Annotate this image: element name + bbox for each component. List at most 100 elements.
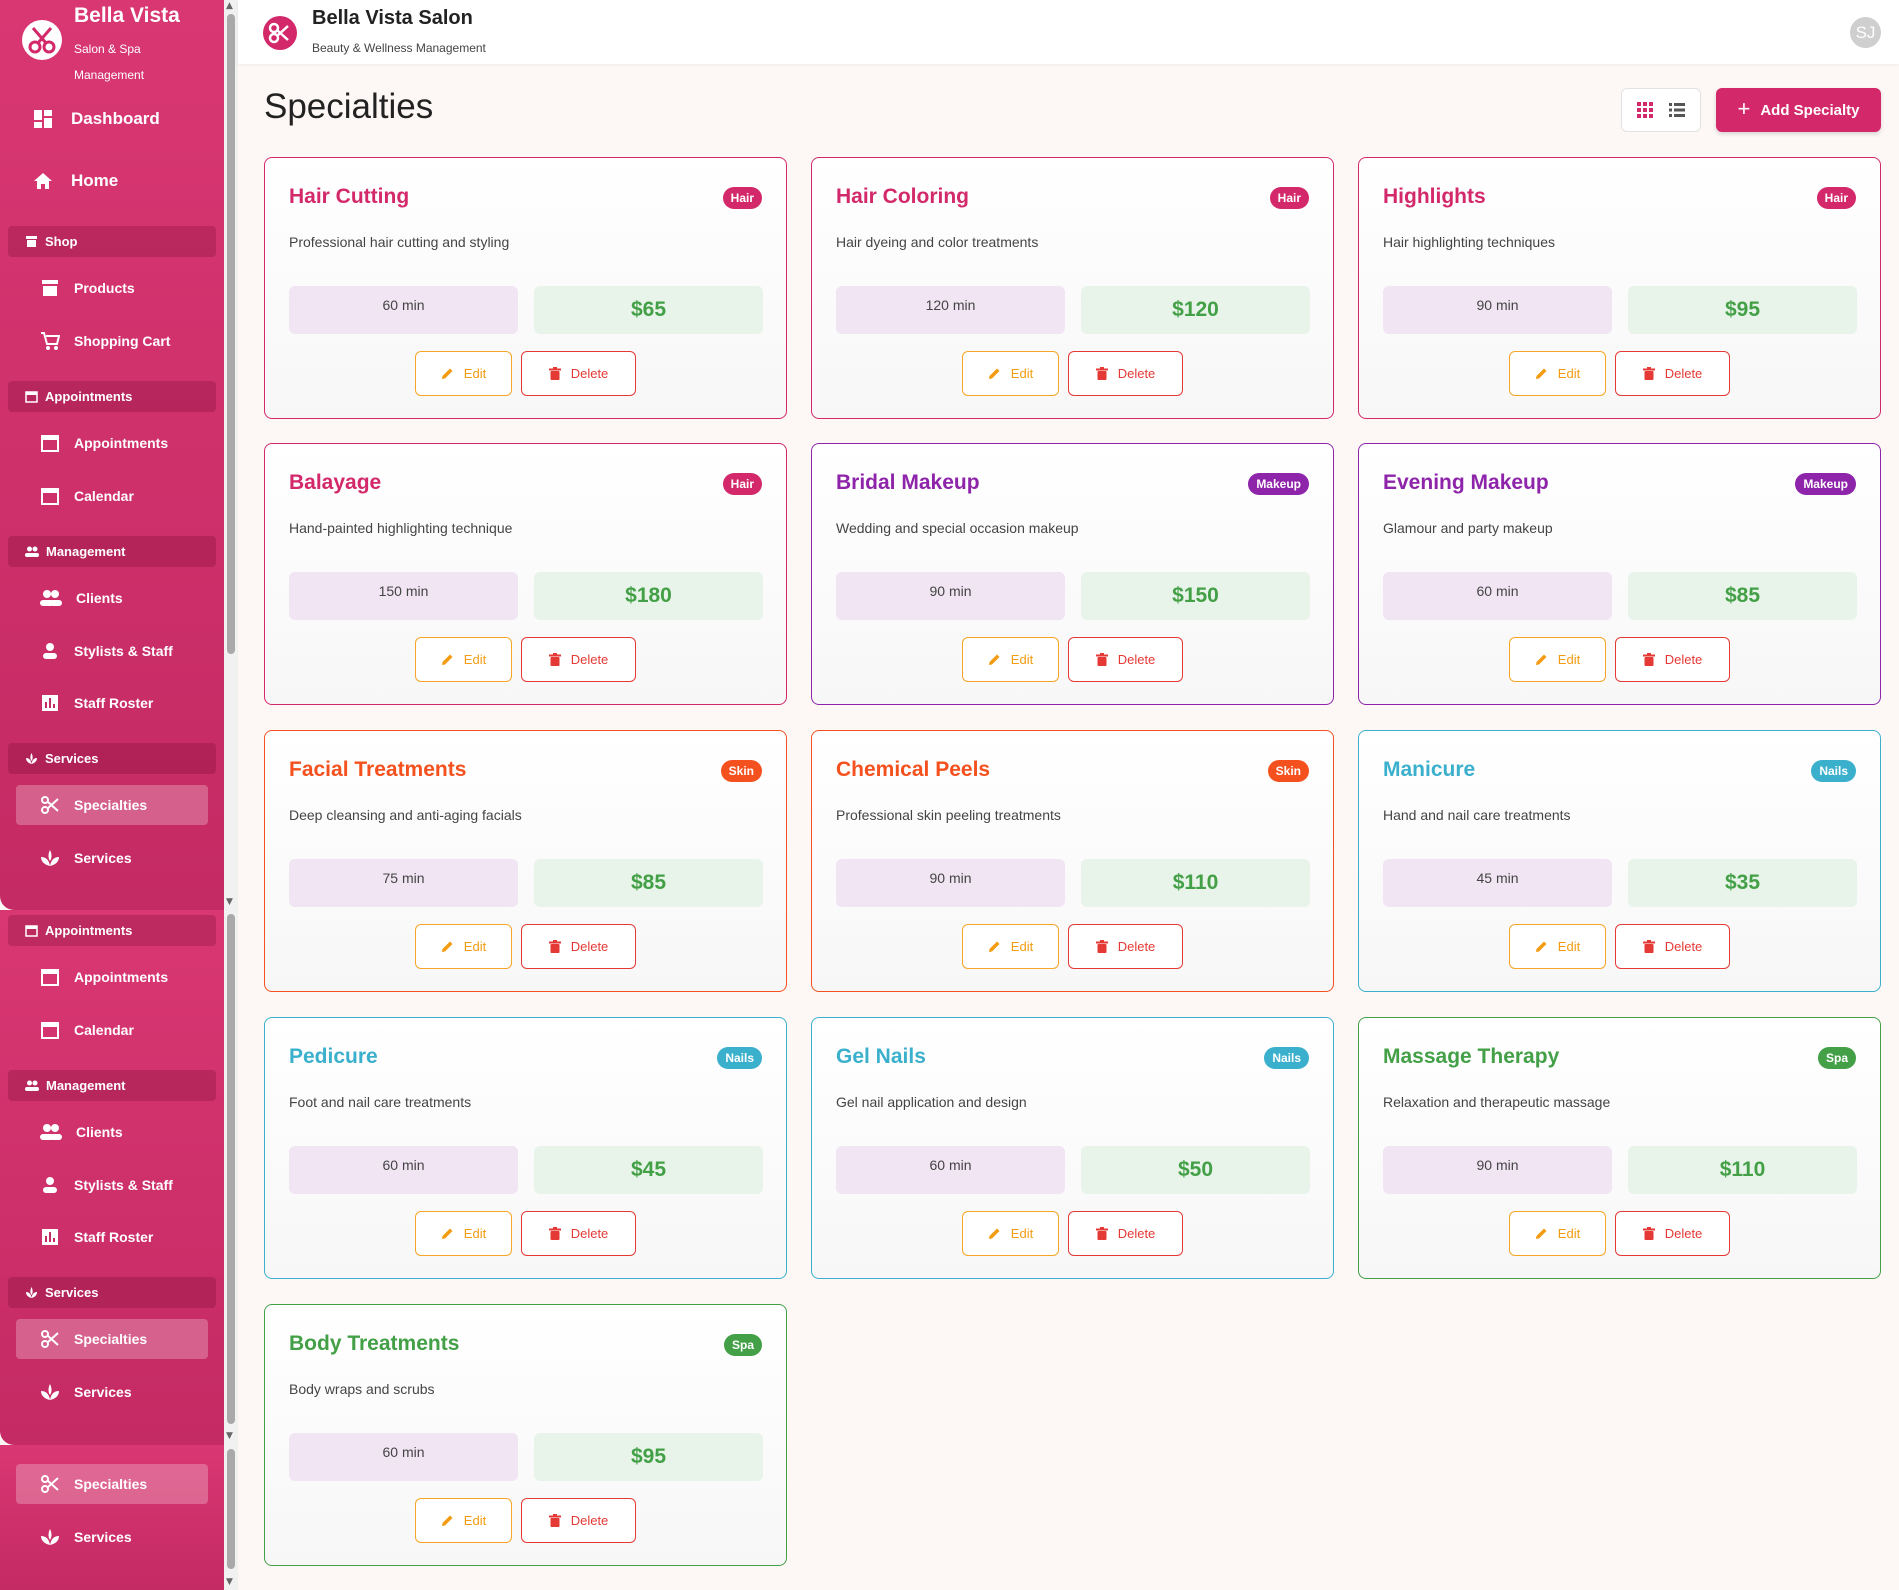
delete-button[interactable]: Delete	[1615, 1211, 1730, 1256]
category-badge: Spa	[723, 1334, 762, 1356]
nav-home[interactable]: Home	[0, 158, 224, 204]
nav-staff-roster[interactable]: Staff Roster	[16, 683, 208, 723]
nav-services[interactable]: Services	[16, 838, 208, 878]
nav-staff-roster[interactable]: Staff Roster	[16, 1217, 208, 1257]
nav-specialties[interactable]: Specialties	[16, 785, 208, 825]
delete-button[interactable]: Delete	[521, 924, 636, 969]
delete-button[interactable]: Delete	[1068, 924, 1183, 969]
trash-icon	[548, 367, 561, 380]
trash-icon	[1095, 653, 1108, 666]
scrollbar-thumb[interactable]	[227, 914, 235, 1424]
scissors-icon	[41, 1330, 59, 1348]
edit-button[interactable]: Edit	[1509, 924, 1606, 969]
edit-button[interactable]: Edit	[1509, 637, 1606, 682]
duration-value: 90 min	[836, 859, 1065, 907]
edit-button[interactable]: Edit	[962, 351, 1059, 396]
scroll-down-icon[interactable]: ▼	[226, 1577, 233, 1587]
store-icon	[26, 236, 37, 247]
pencil-icon	[1535, 941, 1547, 952]
edit-button[interactable]: Edit	[1509, 1211, 1606, 1256]
add-specialty-button[interactable]: + Add Specialty	[1716, 88, 1881, 132]
nav-clients[interactable]: Clients	[16, 578, 208, 618]
nav-home-label: Home	[71, 171, 119, 190]
delete-button[interactable]: Delete	[1068, 351, 1183, 396]
edit-button[interactable]: Edit	[962, 637, 1059, 682]
scroll-down-icon[interactable]: ▼	[226, 1431, 233, 1441]
nav-specialties[interactable]: Specialties	[16, 1464, 208, 1504]
sidebar-scrollbar-repeat[interactable]: ▼	[224, 910, 238, 1445]
pencil-icon	[988, 1228, 1000, 1239]
specialty-name: Bridal Makeup	[836, 471, 980, 494]
spa-icon	[41, 850, 59, 866]
category-badge: Hair	[722, 187, 762, 209]
calendar-icon	[25, 925, 38, 937]
scroll-up-icon[interactable]: ▲	[226, 1, 233, 11]
pencil-icon	[1535, 654, 1547, 665]
nav-stylists-staff[interactable]: Stylists & Staff	[16, 1165, 208, 1205]
delete-button[interactable]: Delete	[1615, 637, 1730, 682]
specialty-card: Hair Cutting Hair Professional hair cutt…	[264, 157, 787, 419]
nav-appointments-label: Appointments	[74, 969, 169, 985]
nav-calendar[interactable]: Calendar	[16, 1010, 208, 1050]
delete-button[interactable]: Delete	[521, 1211, 636, 1256]
sidebar-scrollbar-repeat-2[interactable]: ▼	[224, 1445, 238, 1590]
pencil-icon	[441, 654, 453, 665]
edit-button[interactable]: Edit	[962, 924, 1059, 969]
delete-button[interactable]: Delete	[1068, 637, 1183, 682]
duration-value: 90 min	[836, 572, 1065, 620]
specialty-description: Gel nail application and design	[836, 1094, 1027, 1110]
home-icon	[34, 173, 52, 189]
edit-button[interactable]: Edit	[415, 351, 512, 396]
delete-button[interactable]: Delete	[1615, 351, 1730, 396]
scroll-down-icon[interactable]: ▼	[226, 897, 233, 907]
delete-button[interactable]: Delete	[1615, 924, 1730, 969]
nav-services[interactable]: Services	[16, 1517, 208, 1557]
category-badge: Spa	[1817, 1047, 1856, 1069]
store-icon	[42, 280, 58, 296]
delete-button[interactable]: Delete	[521, 1498, 636, 1543]
avatar[interactable]: SJ	[1850, 17, 1881, 48]
nav-dashboard[interactable]: Dashboard	[0, 96, 224, 142]
header-title: Bella Vista Salon	[312, 7, 473, 29]
pencil-icon	[441, 368, 453, 379]
nav-products[interactable]: Products	[16, 268, 208, 308]
grid-view-icon[interactable]	[1636, 101, 1654, 119]
edit-button[interactable]: Edit	[1509, 351, 1606, 396]
specialty-description: Hand-painted highlighting technique	[289, 520, 513, 536]
nav-stylists-staff-label: Stylists & Staff	[74, 1177, 173, 1193]
edit-button[interactable]: Edit	[415, 637, 512, 682]
price-value: $95	[534, 1433, 763, 1481]
delete-label: Delete	[1117, 366, 1156, 381]
nav-stylists-staff[interactable]: Stylists & Staff	[16, 631, 208, 671]
delete-button[interactable]: Delete	[521, 351, 636, 396]
price-value: $85	[534, 859, 763, 907]
trash-icon	[548, 1227, 561, 1240]
nav-clients[interactable]: Clients	[16, 1112, 208, 1152]
price-value: $120	[1081, 286, 1310, 334]
nav-products-label: Products	[74, 280, 135, 296]
edit-button[interactable]: Edit	[962, 1211, 1059, 1256]
list-view-icon[interactable]	[1668, 101, 1686, 119]
edit-button[interactable]: Edit	[415, 1498, 512, 1543]
nav-appointments[interactable]: Appointments	[16, 423, 208, 463]
specialty-name: Facial Treatments	[289, 758, 467, 781]
duration-value: 60 min	[1383, 572, 1612, 620]
edit-button[interactable]: Edit	[415, 1211, 512, 1256]
people-icon	[25, 1080, 39, 1091]
scrollbar-thumb[interactable]	[227, 14, 235, 654]
pencil-icon	[988, 941, 1000, 952]
nav-specialties[interactable]: Specialties	[16, 1319, 208, 1359]
sidebar-scrollbar[interactable]: ▲ ▼	[224, 0, 238, 910]
delete-button[interactable]: Delete	[521, 637, 636, 682]
edit-button[interactable]: Edit	[415, 924, 512, 969]
specialty-name: Body Treatments	[289, 1332, 460, 1355]
nav-appointments[interactable]: Appointments	[16, 957, 208, 997]
spa-icon	[41, 1384, 59, 1400]
specialty-name: Highlights	[1383, 185, 1486, 208]
nav-services[interactable]: Services	[16, 1372, 208, 1412]
scrollbar-thumb[interactable]	[227, 1449, 235, 1569]
edit-label: Edit	[1557, 366, 1581, 381]
nav-shopping-cart[interactable]: Shopping Cart	[16, 321, 208, 361]
nav-calendar[interactable]: Calendar	[16, 476, 208, 516]
delete-button[interactable]: Delete	[1068, 1211, 1183, 1256]
